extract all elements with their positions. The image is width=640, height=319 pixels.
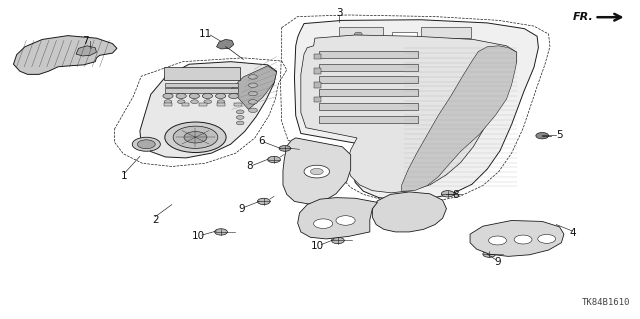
Bar (421, 27, 470, 38)
Circle shape (488, 236, 506, 245)
Bar (319, 89, 418, 96)
Polygon shape (470, 220, 564, 256)
Circle shape (191, 100, 198, 104)
Circle shape (165, 122, 226, 152)
Polygon shape (402, 46, 516, 191)
Circle shape (173, 126, 218, 148)
Circle shape (184, 131, 207, 143)
Text: TK84B1610: TK84B1610 (581, 298, 630, 307)
Circle shape (248, 83, 257, 87)
Circle shape (514, 235, 532, 244)
Circle shape (538, 234, 556, 243)
Polygon shape (298, 197, 378, 239)
Circle shape (217, 100, 225, 104)
Bar (392, 32, 417, 40)
Circle shape (138, 140, 156, 149)
Text: 8: 8 (452, 190, 459, 200)
Bar (319, 116, 418, 123)
Circle shape (236, 110, 244, 114)
Polygon shape (294, 20, 538, 200)
Circle shape (268, 156, 280, 163)
Circle shape (304, 165, 330, 178)
Circle shape (355, 32, 362, 36)
Circle shape (442, 191, 454, 197)
Circle shape (336, 216, 355, 225)
Circle shape (214, 229, 227, 235)
Text: 10: 10 (311, 241, 324, 251)
Polygon shape (216, 40, 234, 49)
Circle shape (236, 115, 244, 119)
Bar (319, 63, 418, 70)
Text: 10: 10 (192, 231, 205, 241)
Text: 1: 1 (120, 171, 127, 181)
Circle shape (332, 237, 344, 244)
Bar (182, 103, 189, 106)
Bar (166, 88, 238, 93)
Polygon shape (140, 62, 276, 158)
Bar (234, 103, 242, 106)
Polygon shape (230, 66, 276, 109)
Text: 3: 3 (336, 8, 342, 19)
Polygon shape (301, 35, 516, 193)
Bar (339, 27, 383, 39)
Bar (164, 67, 240, 80)
Text: 5: 5 (556, 130, 563, 140)
Polygon shape (283, 138, 351, 204)
Circle shape (164, 100, 172, 104)
Circle shape (216, 93, 226, 99)
Circle shape (483, 251, 495, 257)
Text: 8: 8 (246, 161, 253, 172)
Circle shape (248, 91, 257, 96)
Polygon shape (13, 36, 117, 74)
Circle shape (163, 93, 173, 99)
Circle shape (228, 93, 239, 99)
Bar (164, 103, 172, 106)
Text: 9: 9 (239, 204, 245, 214)
Circle shape (204, 100, 212, 104)
Polygon shape (372, 192, 447, 232)
Polygon shape (76, 46, 97, 56)
Bar (199, 103, 207, 106)
Circle shape (536, 132, 548, 139)
Bar (166, 83, 238, 87)
Circle shape (248, 108, 257, 113)
Text: FR.: FR. (573, 12, 593, 22)
Bar (314, 82, 321, 88)
Bar (319, 51, 418, 58)
Circle shape (310, 168, 323, 175)
Circle shape (279, 145, 291, 151)
Circle shape (189, 93, 200, 99)
Bar (314, 54, 321, 59)
Circle shape (248, 100, 257, 104)
Text: 11: 11 (198, 29, 212, 39)
Text: 9: 9 (494, 257, 501, 267)
Text: 4: 4 (569, 228, 575, 238)
Circle shape (236, 121, 244, 125)
Text: 6: 6 (258, 136, 264, 146)
Bar (314, 97, 321, 102)
Bar (319, 103, 418, 110)
Bar (314, 68, 321, 74)
Circle shape (177, 100, 185, 104)
Text: 2: 2 (152, 215, 159, 225)
Circle shape (248, 75, 257, 79)
Circle shape (314, 219, 333, 228)
Bar (217, 103, 225, 106)
Circle shape (176, 93, 186, 99)
Circle shape (202, 93, 212, 99)
Bar (319, 76, 418, 83)
Circle shape (132, 137, 161, 151)
Text: 7: 7 (82, 36, 88, 46)
Circle shape (257, 198, 270, 204)
